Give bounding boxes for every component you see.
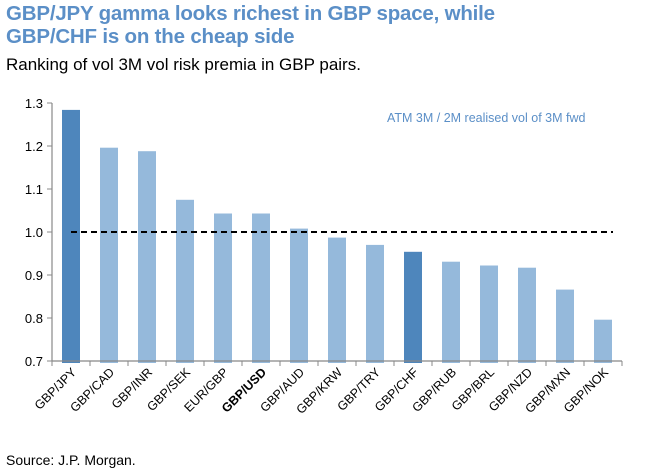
chart-title-line2: GBP/CHF is on the cheap side: [6, 25, 295, 48]
bar-gbp-try: [366, 244, 384, 363]
bar-gbp-mxn: [556, 289, 574, 363]
bar-gbp-rub: [442, 261, 460, 363]
chart-annotation: ATM 3M / 2M realised vol of 3M fwd: [387, 111, 585, 125]
y-tick-label: 1.1: [25, 182, 43, 197]
y-tick-label: 1.2: [25, 139, 43, 154]
bar-gbp-cad: [100, 147, 118, 363]
bar-gbp-sek: [176, 199, 194, 363]
axes-group: [47, 102, 623, 366]
bar-gbp-nok: [594, 319, 612, 363]
bar-eur-gbp: [214, 213, 232, 363]
y-tick-label: 0.9: [25, 268, 43, 283]
y-tick-label: 1.0: [25, 225, 43, 240]
chart-title: GBP/JPY gamma looks richest in GBP space…: [6, 2, 495, 48]
bar-gbp-brl: [480, 265, 498, 363]
bar-gbp-aud: [290, 228, 308, 363]
y-tick-label: 0.8: [25, 311, 43, 326]
bar-gbp-chf: [404, 251, 422, 363]
bar-gbp-nzd: [518, 267, 536, 363]
bar-gbp-jpy: [62, 109, 80, 364]
y-tick-label: 0.7: [25, 354, 43, 369]
source-note: Source: J.P. Morgan.: [6, 452, 136, 468]
chart-subtitle: Ranking of vol 3M vol risk premia in GBP…: [6, 55, 361, 74]
bar-gbp-inr: [138, 151, 156, 363]
bars-group: [62, 109, 612, 364]
y-tick-label: 1.3: [25, 96, 43, 111]
bar-gbp-krw: [328, 237, 346, 363]
bar-gbp-usd: [252, 213, 270, 363]
chart-title-line1: GBP/JPY gamma looks richest in GBP space…: [6, 2, 495, 25]
